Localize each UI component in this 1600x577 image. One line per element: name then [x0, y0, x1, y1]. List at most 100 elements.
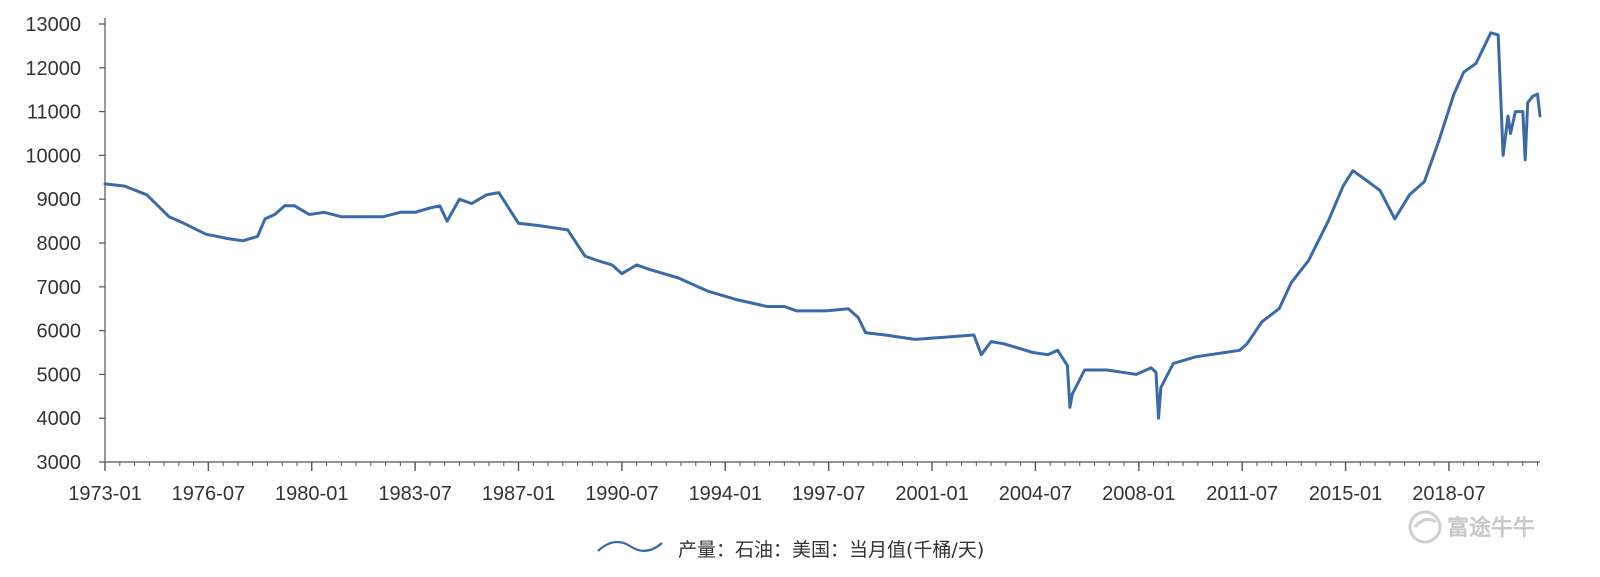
data-point: [1453, 93, 1455, 95]
data-point: [123, 185, 126, 187]
data-point: [566, 229, 569, 231]
data-point: [104, 183, 106, 185]
data-point: [1209, 353, 1211, 356]
data-point: [1160, 386, 1162, 389]
data-point: [766, 305, 768, 308]
data-point: [914, 338, 916, 341]
y-tick-label: 6000: [37, 321, 82, 343]
data-point: [470, 202, 473, 205]
y-axis: 3000 4000 5000 6000 7000 8000 9000 10000 11000 12…: [25, 14, 106, 474]
x-tick-label: 1980-01: [275, 483, 348, 505]
data-point: [1066, 364, 1069, 367]
data-point: [611, 264, 613, 266]
x-axis: 1973-01 1976-07 1980-01 1983-07 1987-01 1990-…: [68, 461, 1540, 505]
data-point: [1379, 189, 1381, 192]
data-point: [1157, 417, 1160, 420]
y-tick-label: 5000: [37, 364, 82, 386]
data-point: [256, 235, 259, 238]
data-point: [1423, 180, 1426, 183]
data-point: [1056, 349, 1059, 352]
y-tick-label: 10000: [25, 145, 81, 167]
legend-line-swatch: [597, 540, 663, 552]
x-tick-label: 2011-07: [1206, 483, 1278, 505]
data-point: [1539, 115, 1541, 117]
data-point: [1438, 139, 1440, 141]
x-tick-label: 1976-07: [172, 483, 245, 505]
futu-logo-icon: [1408, 510, 1442, 544]
data-point: [1150, 367, 1152, 369]
data-point: [1071, 393, 1074, 395]
y-tick-label: 8000: [37, 233, 82, 255]
data-point: [382, 215, 384, 218]
data-point: [621, 272, 623, 275]
y-tick-label: 3000: [37, 452, 82, 474]
data-point: [857, 316, 859, 319]
y-tick-label: 7000: [37, 277, 82, 299]
data-point: [1155, 371, 1157, 374]
data-point: [1522, 110, 1524, 113]
x-tick-label: 2004-07: [999, 483, 1072, 505]
data-point: [1172, 362, 1175, 365]
data-point: [552, 226, 554, 229]
data-point: [357, 215, 360, 218]
data-point: [596, 259, 599, 262]
data-point: [1408, 194, 1411, 196]
data-point: [485, 194, 488, 196]
data-point: [498, 191, 500, 194]
data-point: [1509, 132, 1512, 135]
data-point: [1069, 406, 1071, 409]
data-point: [1135, 373, 1138, 376]
data-point: [1002, 342, 1005, 345]
data-point: [990, 340, 992, 343]
data-point: [1194, 356, 1197, 358]
data-point: [458, 198, 461, 200]
data-point: [323, 211, 325, 214]
legend: 产量：石油：美国：当月值(千桶/天): [597, 539, 984, 561]
data-point: [205, 233, 207, 235]
data-point: [1531, 95, 1534, 98]
data-point: [677, 277, 680, 279]
data-point: [707, 290, 709, 293]
x-tick-label: 1997-07: [792, 483, 865, 505]
data-point: [242, 240, 244, 242]
y-tick-label: 13000: [25, 14, 81, 36]
x-tick-label: 1973-01: [68, 483, 141, 505]
data-point: [1497, 34, 1499, 36]
x-tick-label: 2018-07: [1412, 483, 1485, 505]
data-point: [1490, 32, 1492, 34]
x-tick-label: 1994-01: [689, 483, 762, 505]
data-point: [884, 334, 887, 336]
data-point: [414, 211, 416, 214]
data-point: [1307, 259, 1310, 262]
watermark: 富途牛牛: [1408, 510, 1535, 544]
data-point: [1290, 281, 1293, 284]
plot-area: [103, 31, 1542, 420]
data-point: [146, 194, 148, 196]
watermark-text: 富途牛牛: [1447, 515, 1535, 541]
data-point: [1462, 71, 1465, 73]
data-point: [227, 237, 229, 240]
data-point: [635, 264, 638, 266]
data-point: [584, 255, 586, 257]
data-point: [1246, 342, 1248, 345]
data-point: [1083, 369, 1086, 371]
data-point: [168, 215, 170, 218]
data-point: [1238, 349, 1241, 352]
data-point: [439, 205, 441, 207]
data-point: [264, 218, 266, 220]
data-point: [1364, 178, 1366, 181]
data-point: [183, 222, 185, 225]
data-point: [783, 305, 786, 308]
legend-series-label: 产量：石油：美国：当月值(千桶/天): [678, 539, 984, 561]
y-tick-label: 4000: [37, 408, 82, 430]
x-tick-label: 1990-07: [585, 483, 658, 505]
data-point: [446, 220, 448, 222]
data-point: [847, 307, 850, 310]
x-tick-label: 2015-01: [1309, 483, 1382, 505]
data-point: [1120, 371, 1123, 374]
data-point: [825, 310, 827, 312]
data-point: [308, 213, 311, 216]
data-point: [507, 207, 510, 209]
data-point: [1475, 62, 1477, 65]
